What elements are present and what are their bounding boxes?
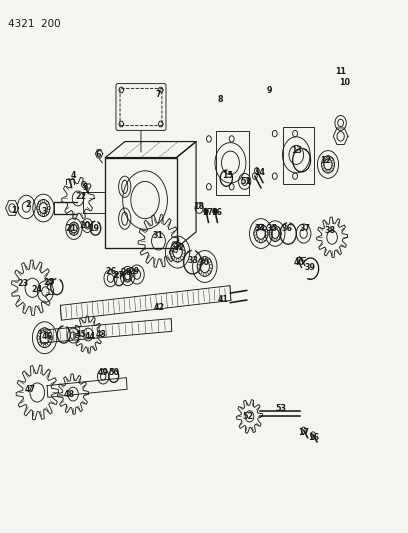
- Text: 46: 46: [42, 332, 53, 341]
- Text: 10: 10: [339, 77, 350, 86]
- Text: 9: 9: [266, 85, 272, 94]
- Text: 5: 5: [82, 183, 88, 192]
- Text: 12: 12: [320, 156, 332, 165]
- Text: 38: 38: [324, 226, 336, 235]
- Text: 1: 1: [11, 206, 16, 215]
- Text: 14: 14: [255, 168, 266, 177]
- Text: 20: 20: [79, 221, 91, 230]
- Text: 19: 19: [88, 224, 99, 233]
- Text: 44: 44: [84, 332, 95, 341]
- Text: 45: 45: [76, 330, 87, 339]
- Text: 25: 25: [43, 278, 54, 287]
- Text: 15: 15: [222, 171, 233, 180]
- Text: 27: 27: [113, 271, 124, 280]
- Text: 31: 31: [153, 231, 164, 240]
- Text: 4: 4: [70, 171, 76, 180]
- Text: 13: 13: [291, 146, 302, 155]
- Text: 49: 49: [98, 368, 109, 377]
- Text: 41: 41: [218, 295, 229, 304]
- Text: 53: 53: [275, 405, 286, 414]
- Text: 22: 22: [75, 192, 87, 201]
- Text: 35: 35: [267, 224, 278, 233]
- Text: 42: 42: [154, 303, 165, 312]
- Text: 36: 36: [282, 224, 293, 233]
- Text: 30: 30: [199, 258, 209, 266]
- Text: 52: 52: [242, 412, 253, 421]
- Text: 40: 40: [294, 258, 305, 266]
- Bar: [216, 131, 249, 195]
- Circle shape: [204, 208, 208, 214]
- Text: 51: 51: [240, 177, 251, 186]
- Text: 37: 37: [299, 224, 310, 233]
- Text: 34: 34: [255, 224, 266, 233]
- Bar: [105, 158, 177, 248]
- Text: 23: 23: [18, 279, 29, 288]
- Text: 24: 24: [31, 285, 42, 294]
- Text: 32: 32: [173, 244, 184, 253]
- Text: 6: 6: [95, 150, 101, 159]
- Text: 4321  200: 4321 200: [8, 19, 61, 29]
- Text: 17: 17: [298, 428, 309, 437]
- Text: 16: 16: [308, 433, 319, 442]
- Text: 43: 43: [96, 330, 107, 339]
- Text: 16: 16: [211, 208, 222, 217]
- Text: 11: 11: [335, 68, 346, 76]
- Text: 29: 29: [129, 268, 140, 276]
- Bar: [283, 127, 314, 184]
- Text: 3: 3: [42, 207, 47, 216]
- Text: 39: 39: [304, 263, 315, 272]
- Text: 26: 26: [106, 268, 117, 276]
- Text: 33: 33: [187, 256, 198, 264]
- Text: 48: 48: [63, 390, 75, 399]
- Text: 7: 7: [156, 90, 161, 99]
- Text: 21: 21: [65, 224, 76, 233]
- Circle shape: [213, 208, 217, 214]
- Text: 47: 47: [24, 385, 35, 394]
- Text: 28: 28: [120, 269, 131, 277]
- Text: 18: 18: [193, 202, 205, 211]
- Text: 17: 17: [202, 208, 213, 217]
- Text: 50: 50: [108, 368, 119, 377]
- Text: 8: 8: [217, 94, 223, 103]
- Text: 2: 2: [26, 200, 31, 209]
